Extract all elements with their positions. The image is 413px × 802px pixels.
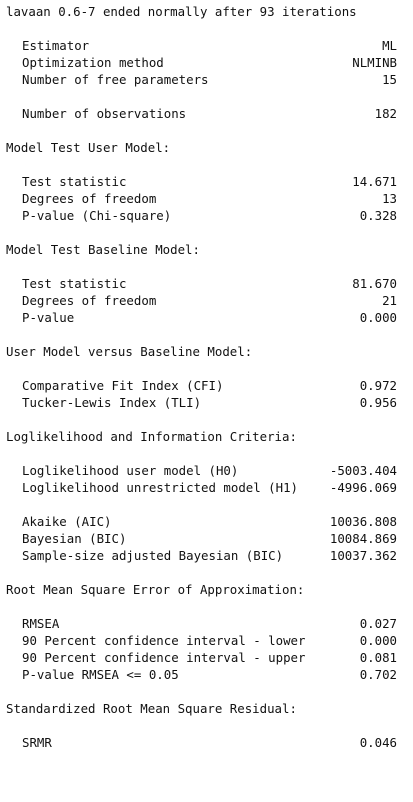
row-label: Estimator (22, 38, 90, 53)
free-parameters-row: Number of free parameters 15 (22, 71, 397, 88)
row-label: 90 Percent confidence interval - lower (22, 633, 306, 648)
row-value: 10036.808 (329, 514, 397, 529)
section-title-user-model: Model Test User Model: (6, 140, 171, 155)
row-label: 90 Percent confidence interval - upper (22, 650, 306, 665)
row-value: 0.956 (359, 395, 397, 410)
row-label: Degrees of freedom (22, 293, 157, 308)
row-value: 0.000 (359, 310, 397, 325)
rmsea-p-value-row: P-value RMSEA <= 0.05 0.702 (22, 666, 397, 683)
row-label: Loglikelihood unrestricted model (H1) (22, 480, 299, 495)
row-value: 81.670 (352, 276, 397, 291)
row-label: RMSEA (22, 616, 60, 631)
row-value: NLMINB (352, 55, 397, 70)
tli-row: Tucker-Lewis Index (TLI) 0.956 (22, 394, 397, 411)
row-value: ML (382, 38, 397, 53)
row-value: 15 (382, 72, 397, 87)
optimization-method-row: Optimization method NLMINB (22, 54, 397, 71)
row-label: Optimization method (22, 55, 164, 70)
row-label: Loglikelihood user model (H0) (22, 463, 239, 478)
row-value: 0.000 (359, 633, 397, 648)
row-value: -5003.404 (329, 463, 397, 478)
aic-row: Akaike (AIC) 10036.808 (22, 513, 397, 530)
row-label: Bayesian (BIC) (22, 531, 127, 546)
baseline-p-value-row: P-value 0.000 (22, 309, 397, 326)
row-value: 10084.869 (329, 531, 397, 546)
section-title-user-vs-baseline: User Model versus Baseline Model: (6, 344, 253, 359)
rmsea-ci-lower-row: 90 Percent confidence interval - lower 0… (22, 632, 397, 649)
bic-row: Bayesian (BIC) 10084.869 (22, 530, 397, 547)
row-label: P-value RMSEA <= 0.05 (22, 667, 179, 682)
row-value: 10037.362 (329, 548, 397, 563)
loglik-h0-row: Loglikelihood user model (H0) -5003.404 (22, 462, 397, 479)
loglik-h1-row: Loglikelihood unrestricted model (H1) -4… (22, 479, 397, 496)
row-label: SRMR (22, 735, 52, 750)
row-label: Test statistic (22, 174, 127, 189)
row-label: Number of observations (22, 106, 187, 121)
row-value: 182 (374, 106, 397, 121)
adjusted-bic-row: Sample-size adjusted Bayesian (BIC) 1003… (22, 547, 397, 564)
row-label: Degrees of freedom (22, 191, 157, 206)
user-test-statistic-row: Test statistic 14.671 (22, 173, 397, 190)
row-value: 21 (382, 293, 397, 308)
rmsea-row: RMSEA 0.027 (22, 615, 397, 632)
srmr-row: SRMR 0.046 (22, 734, 397, 751)
row-label: P-value (22, 310, 75, 325)
row-value: 14.671 (352, 174, 397, 189)
row-value: 0.972 (359, 378, 397, 393)
row-label: Number of free parameters (22, 72, 209, 87)
section-title-srmr: Standardized Root Mean Square Residual: (6, 701, 297, 716)
row-label: P-value (Chi-square) (22, 208, 172, 223)
row-value: 13 (382, 191, 397, 206)
section-title-baseline-model: Model Test Baseline Model: (6, 242, 200, 257)
lavaan-header: lavaan 0.6-7 ended normally after 93 ite… (6, 4, 357, 19)
baseline-degrees-of-freedom-row: Degrees of freedom 21 (22, 292, 397, 309)
row-label: Sample-size adjusted Bayesian (BIC) (22, 548, 284, 563)
row-value: 0.046 (359, 735, 397, 750)
user-degrees-of-freedom-row: Degrees of freedom 13 (22, 190, 397, 207)
row-value: -4996.069 (329, 480, 397, 495)
row-value: 0.027 (359, 616, 397, 631)
row-value: 0.702 (359, 667, 397, 682)
rmsea-ci-upper-row: 90 Percent confidence interval - upper 0… (22, 649, 397, 666)
row-value: 0.081 (359, 650, 397, 665)
console-output: lavaan 0.6-7 ended normally after 93 ite… (6, 4, 397, 751)
row-label: Test statistic (22, 276, 127, 291)
row-label: Comparative Fit Index (CFI) (22, 378, 224, 393)
row-label: Tucker-Lewis Index (TLI) (22, 395, 202, 410)
baseline-test-statistic-row: Test statistic 81.670 (22, 275, 397, 292)
section-title-rmsea: Root Mean Square Error of Approximation: (6, 582, 305, 597)
row-value: 0.328 (359, 208, 397, 223)
estimator-row: Estimator ML (22, 37, 397, 54)
row-label: Akaike (AIC) (22, 514, 112, 529)
section-title-loglikelihood: Loglikelihood and Information Criteria: (6, 429, 297, 444)
user-p-value-row: P-value (Chi-square) 0.328 (22, 207, 397, 224)
observations-row: Number of observations 182 (22, 105, 397, 122)
cfi-row: Comparative Fit Index (CFI) 0.972 (22, 377, 397, 394)
